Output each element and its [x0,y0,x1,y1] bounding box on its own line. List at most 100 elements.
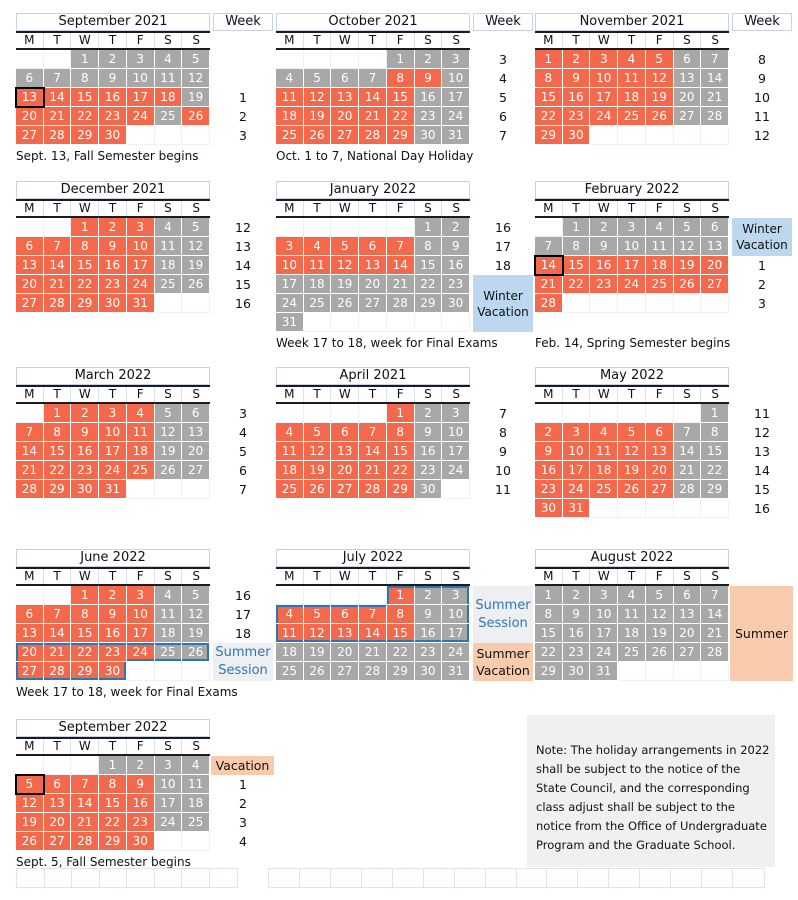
week-column-header: Week [473,13,533,31]
day-cell: 9 [535,442,563,461]
calendar-week-row: 26 27 28 29 30 [16,832,210,851]
side-label-line: Session [218,663,268,678]
day-cell: 11 [303,256,332,275]
day-header-cell: F [387,387,415,402]
day-cell: 26 [618,480,646,499]
grid-cell-empty [300,869,331,887]
day-cell-empty [442,480,470,499]
month-title: July 2022 [276,549,470,567]
month-title: August 2022 [535,549,729,567]
month-title: January 2022 [276,181,470,199]
day-cell: 25 [276,480,304,499]
day-cell: 31 [126,294,155,313]
day-header-cell: T [99,33,127,48]
week-number: 6 [499,109,507,124]
day-cell: 5 [182,586,210,605]
day-cell: 25 [618,643,646,662]
day-cell: 26 [303,480,332,499]
day-cell: 27 [673,643,702,662]
grid-cell-empty [182,869,210,887]
day-cell: 28 [71,832,100,851]
day-cell: 21 [359,107,387,126]
day-cell: 27 [16,126,44,145]
day-cell: 5 [303,69,332,88]
day-cell: 19 [182,88,210,107]
day-cell: 20 [16,643,44,662]
day-header-cell: M [16,33,44,48]
day-cell: 12 [303,88,332,107]
day-cell: 4 [154,218,183,237]
day-cell: 9 [562,605,591,624]
day-cell-empty [16,404,44,423]
day-cell: 3 [590,50,619,69]
day-cell: 13 [331,442,360,461]
day-cell: 5 [182,50,210,69]
day-cell: 25 [154,643,183,662]
month-title: March 2022 [16,367,210,385]
day-cell-empty [16,50,44,69]
side-label-line: Summer [215,645,271,660]
day-cell: 5 [331,237,360,256]
day-cell: 7 [535,237,563,256]
day-cell: 16 [535,461,563,480]
week-number: 12 [754,425,770,440]
day-cell: 3 [442,50,470,69]
day-cell: 2 [126,756,155,775]
day-cell: 5 [15,774,45,795]
day-cell: 17 [562,461,591,480]
calendar-week-row: 13 14 15 16 17 18 19 [16,624,210,643]
day-cell: 25 [154,107,183,126]
day-cell: 10 [590,69,619,88]
day-cell: 24 [276,294,304,313]
day-cell: 23 [442,275,470,294]
day-cell: 5 [645,586,674,605]
week-number: 10 [754,90,770,105]
day-cell: 3 [126,50,155,69]
calendar-week-row: 19 20 21 22 23 24 25 [16,813,210,832]
day-header-cell: T [304,33,332,48]
day-cell: 18 [154,624,183,643]
day-cell: 2 [71,404,100,423]
day-cell: 13 [182,423,210,442]
day-cell: 31 [276,313,304,332]
day-cell: 20 [673,88,702,107]
day-cell: 10 [276,256,304,275]
week-number: 7 [499,128,507,143]
calendar-week-row: 11 12 13 14 15 16 17 [276,442,470,461]
day-cell: 16 [99,624,127,643]
day-cell: 16 [414,88,443,107]
day-cell: 27 [701,275,729,294]
month-september-2022: September 2022 M T W T F S S 1 2 3 4 5 6 7 8 9 10 11 1 12 13 1… [15,719,278,875]
day-cell: 15 [535,88,563,107]
day-header-cell: F [646,569,674,584]
day-cell: 2 [99,586,127,605]
day-cell: 23 [590,275,619,294]
day-header-cell: T [563,387,591,402]
day-cell: 3 [126,218,155,237]
day-cell: 27 [16,294,44,313]
side-label-summer: Summer [730,586,793,681]
week-number: 2 [239,796,247,811]
day-cell: 12 [182,237,210,256]
side-label-summer-session: Summer Session [473,586,533,643]
day-cell: 25 [154,275,183,294]
day-cell: 13 [359,256,387,275]
day-cell-empty [303,313,332,332]
day-cell: 13 [645,442,674,461]
day-cell: 15 [386,624,415,643]
day-cell-empty [43,50,72,69]
day-cell: 22 [99,813,127,832]
week-number: 13 [235,239,251,254]
day-cell: 22 [386,107,415,126]
day-header-cell: S [452,33,460,47]
day-cell: 13 [673,605,702,624]
day-cell: 1 [71,218,100,237]
side-label-line: Vacation [215,758,270,773]
week-number: 11 [495,482,511,497]
day-cell: 6 [331,423,360,442]
day-cell-empty [645,662,674,681]
day-header-cell: S [674,569,702,584]
day-cell: 22 [386,461,415,480]
